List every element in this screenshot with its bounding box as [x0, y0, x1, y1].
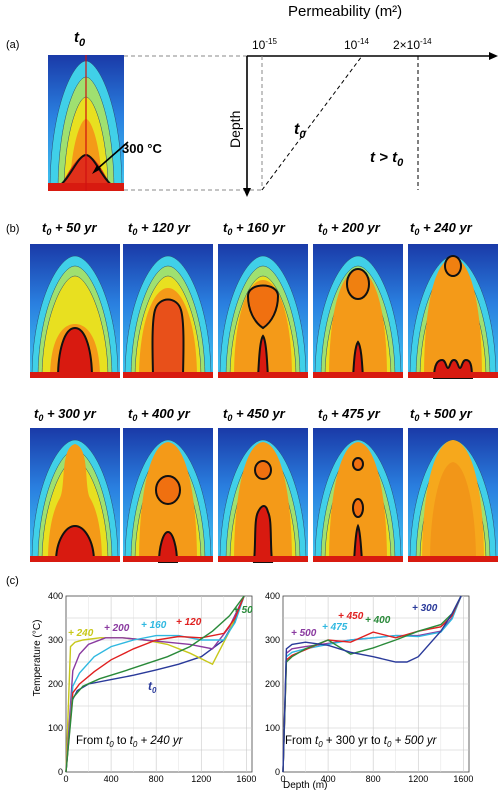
label-300: + 300	[412, 603, 438, 614]
panel-c-label: (c)	[6, 575, 19, 587]
left-chart-ytick-label: 0	[58, 767, 63, 777]
label-200: + 200	[104, 623, 130, 634]
chart-left: 0 100 200 300 400 0 400 800 1200 1600	[48, 591, 256, 784]
profile-t0-line	[261, 55, 363, 191]
snapshot-160	[217, 243, 309, 379]
right-note: From t0 + 300 yr to t0 + 500 yr	[285, 735, 438, 749]
right-chart-xtick-label: 400	[321, 774, 336, 784]
snapshot-300	[29, 427, 121, 563]
permeability-title: Permeability (m²)	[288, 3, 402, 20]
label-50: + 50	[233, 605, 253, 616]
profile-t0-label: t0	[294, 121, 306, 141]
left-chart-ytick-label: 100	[48, 723, 63, 733]
isotherm-label: 300 °C	[122, 141, 163, 156]
left-chart-series-line	[65, 595, 245, 773]
t0-title: t0	[74, 29, 86, 49]
snapshot-title-240: t0 + 240 yr	[410, 220, 473, 237]
snapshot-title-300: t0 + 300 yr	[34, 406, 97, 423]
tick-1e-15: 10-15	[252, 37, 277, 52]
snapshot-title-200: t0 + 200 yr	[318, 220, 381, 237]
y-axis-label: Temperature (°C)	[32, 620, 43, 697]
left-chart-xtick-label: 1600	[236, 774, 256, 784]
right-chart-xtick-label: 1200	[408, 774, 428, 784]
right-series-labels: + 500 + 475 + 450 + 400 + 300	[291, 603, 438, 639]
label-t0: t0	[148, 679, 157, 695]
isotherm-arrow	[95, 141, 129, 171]
panel-c: (c) Temperature (°C) Depth (m) 0 100 200 30…	[6, 575, 473, 791]
right-chart-series-line	[282, 595, 462, 773]
label-475: + 475	[322, 622, 348, 633]
label-400: + 400	[365, 615, 391, 626]
chart-right: 0 100 200 300 400 0 400 800 1200 1600	[265, 591, 473, 784]
snapshot-titles-top: t0 + 50 yr t0 + 120 yr t0 + 160 yr t0 + …	[42, 220, 473, 237]
snapshot-title-450: t0 + 450 yr	[223, 406, 286, 423]
snapshot-title-400: t0 + 400 yr	[128, 406, 191, 423]
left-series-labels: + 240 + 200 + 160 + 120 + 50 t0	[68, 605, 253, 695]
snapshot-title-475: t0 + 475 yr	[318, 406, 381, 423]
left-chart-ytick-label: 300	[48, 635, 63, 645]
right-chart-ytick-label: 300	[265, 635, 280, 645]
left-note: From t0 to t0 + 240 yr	[76, 735, 184, 749]
snapshot-475	[312, 427, 404, 563]
snapshot-200	[312, 243, 404, 379]
right-chart-ytick-label: 0	[275, 767, 280, 777]
left-chart-series-line	[65, 595, 245, 773]
snapshot-title-120: t0 + 120 yr	[128, 220, 191, 237]
panel-b: (b) t0 + 50 yr t0 + 120 yr t0 + 160 yr t…	[6, 220, 499, 563]
snapshot-450	[217, 427, 309, 563]
right-chart-series-line	[282, 595, 462, 773]
right-chart-xtick-label: 0	[280, 774, 285, 784]
right-chart-xtick-label: 800	[366, 774, 381, 784]
right-chart-ytick-label: 200	[265, 679, 280, 689]
left-chart-xtick-label: 800	[149, 774, 164, 784]
panel-b-label: (b)	[6, 223, 19, 235]
label-240: + 240	[68, 628, 94, 639]
left-chart-ytick-label: 200	[48, 679, 63, 689]
right-chart-xtick-label: 1600	[453, 774, 473, 784]
left-chart-xtick-label: 1200	[191, 774, 211, 784]
right-chart-ytick-label: 400	[265, 591, 280, 601]
snapshot-240	[407, 243, 499, 379]
label-120: + 120	[176, 617, 202, 628]
tick-2e-14: 2×10-14	[393, 37, 432, 52]
label-500: + 500	[291, 628, 317, 639]
snapshot-titles-bottom: t0 + 300 yr t0 + 400 yr t0 + 450 yr t0 +…	[34, 406, 473, 423]
x-axis-label: Depth (m)	[283, 780, 327, 791]
left-chart-xtick-label: 0	[63, 774, 68, 784]
right-chart-series-line	[282, 595, 462, 773]
snapshot-400	[122, 427, 214, 563]
right-chart-series-line	[282, 595, 462, 773]
label-160: + 160	[141, 620, 167, 631]
profile-later-label: t > t0	[370, 149, 404, 169]
label-450: + 450	[338, 611, 364, 622]
snapshot-120	[122, 243, 214, 379]
left-chart-series-line	[65, 595, 245, 773]
tick-1e-14: 10-14	[344, 37, 369, 52]
left-chart-series-line	[65, 595, 245, 773]
snapshot-50	[29, 243, 121, 379]
snapshot-title-160: t0 + 160 yr	[223, 220, 286, 237]
left-chart-xtick-label: 400	[104, 774, 119, 784]
right-chart-ytick-label: 100	[265, 723, 280, 733]
panel-a-label: (a)	[6, 39, 19, 51]
snapshot-title-500: t0 + 500 yr	[410, 406, 473, 423]
left-chart-ytick-label: 400	[48, 591, 63, 601]
snapshot-title-50: t0 + 50 yr	[42, 220, 97, 237]
snapshot-500	[407, 427, 499, 563]
panel-a: (a) t0 300 °C Permeability (m²)	[6, 3, 498, 197]
initial-temperature-field	[48, 55, 124, 192]
depth-label: Depth	[227, 111, 243, 148]
